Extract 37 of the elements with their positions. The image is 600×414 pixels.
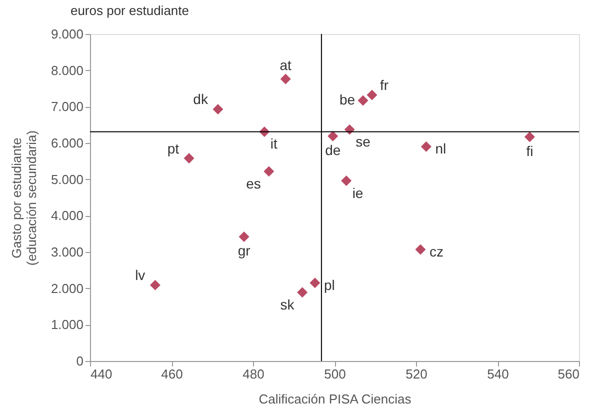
data-label: it — [270, 136, 278, 152]
data-label: es — [246, 175, 261, 192]
data-label: fi — [526, 142, 534, 159]
data-label: pt — [167, 140, 180, 156]
data-label: gr — [238, 242, 251, 259]
data-label: se — [356, 134, 371, 150]
y-tick-label: 9.000 — [50, 26, 84, 42]
y-tick-label: 8.000 — [50, 62, 84, 78]
x-axis-title: Calificación PISA Ciencias — [258, 392, 412, 406]
y-tick-label: 2.000 — [50, 280, 84, 296]
data-label: pl — [324, 276, 335, 293]
y-tick-label: 7.000 — [50, 99, 84, 114]
data-label: ie — [352, 184, 364, 201]
y-tick-label: 4.000 — [50, 208, 84, 224]
y-tick-label: 0 — [76, 354, 84, 368]
data-label: fr — [380, 77, 389, 94]
x-tick-label: 500 — [324, 366, 346, 382]
data-label: de — [325, 142, 341, 158]
data-label: lv — [135, 267, 146, 284]
data-label: nl — [435, 140, 446, 157]
y-axis-title: Gasto por estudiante (educación secundaria) — [8, 130, 39, 266]
x-tick-label: 560 — [558, 366, 580, 382]
x-tick-label: 480 — [242, 366, 264, 382]
data-label: cz — [429, 243, 444, 260]
x-tick-label: 440 — [90, 366, 112, 382]
data-label: sk — [280, 296, 296, 312]
chart-title: euros por estudiante — [70, 3, 189, 18]
x-tick-label: 520 — [406, 366, 428, 382]
x-tick-label: 540 — [487, 366, 509, 382]
data-label: dk — [193, 91, 209, 108]
y-tick-label: 6.000 — [50, 136, 84, 150]
y-tick-label: 5.000 — [50, 172, 84, 187]
y-tick-label: 3.000 — [50, 244, 84, 260]
data-label: at — [280, 57, 292, 74]
data-label: be — [339, 91, 356, 108]
y-tick-label: 1.000 — [50, 317, 84, 332]
x-tick-label: 460 — [161, 366, 183, 382]
